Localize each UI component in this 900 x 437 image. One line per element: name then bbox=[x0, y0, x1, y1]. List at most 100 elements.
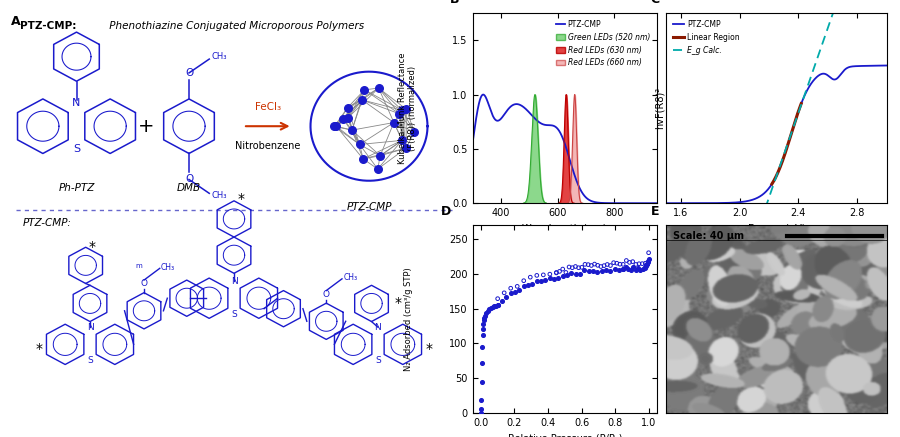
Point bbox=[474, 378, 489, 385]
Point bbox=[484, 305, 499, 312]
Point bbox=[638, 260, 652, 267]
Point bbox=[629, 261, 643, 268]
Point bbox=[395, 107, 410, 114]
Point bbox=[640, 261, 654, 268]
Point bbox=[503, 285, 517, 292]
Point bbox=[353, 141, 367, 148]
Point bbox=[626, 258, 640, 265]
Y-axis label: N₂ Adsorbed (cm³/g STP): N₂ Adsorbed (cm³/g STP) bbox=[404, 267, 413, 371]
Text: PTZ-CMP:: PTZ-CMP: bbox=[22, 218, 71, 229]
Point bbox=[581, 268, 596, 275]
Text: O: O bbox=[323, 290, 329, 298]
Point bbox=[612, 266, 626, 273]
Point bbox=[642, 255, 656, 262]
Point bbox=[632, 260, 646, 267]
Point bbox=[616, 261, 630, 268]
Text: m: m bbox=[135, 263, 142, 269]
Point bbox=[510, 283, 525, 290]
Point bbox=[491, 301, 505, 308]
Point bbox=[619, 257, 634, 264]
Point bbox=[485, 304, 500, 311]
Point bbox=[609, 260, 624, 267]
Point bbox=[613, 261, 627, 268]
Text: Scale: 40 μm: Scale: 40 μm bbox=[672, 231, 743, 241]
Point bbox=[616, 266, 631, 273]
Point bbox=[517, 282, 531, 289]
Point bbox=[635, 260, 650, 267]
Point bbox=[574, 264, 589, 271]
Point bbox=[618, 263, 633, 270]
Point bbox=[638, 264, 652, 271]
Point bbox=[641, 257, 655, 264]
Point bbox=[517, 277, 531, 284]
Point bbox=[640, 260, 654, 267]
Point bbox=[497, 289, 511, 296]
Point bbox=[616, 266, 631, 273]
Point bbox=[340, 114, 355, 121]
Point bbox=[474, 359, 489, 366]
Point bbox=[477, 315, 491, 322]
Point bbox=[553, 268, 567, 275]
Point bbox=[590, 268, 605, 275]
Point bbox=[634, 267, 648, 274]
Point bbox=[547, 275, 562, 282]
Point bbox=[489, 302, 503, 309]
Text: PTZ-CMP:: PTZ-CMP: bbox=[20, 21, 76, 31]
Point bbox=[479, 310, 493, 317]
Point bbox=[512, 286, 526, 293]
Point bbox=[608, 265, 622, 272]
Point bbox=[395, 137, 410, 144]
Legend: PTZ-CMP, Green LEDs (520 nm), Red LEDs (630 nm), Red LEDs (660 nm): PTZ-CMP, Green LEDs (520 nm), Red LEDs (… bbox=[553, 17, 653, 70]
Point bbox=[474, 406, 489, 413]
Point bbox=[372, 84, 386, 91]
Point bbox=[564, 270, 579, 277]
Point bbox=[407, 128, 421, 135]
X-axis label: Wavelength (nm): Wavelength (nm) bbox=[523, 224, 607, 234]
Point bbox=[491, 302, 505, 309]
Point bbox=[474, 397, 489, 404]
Point bbox=[340, 104, 355, 111]
Text: CH₃: CH₃ bbox=[343, 273, 357, 282]
Point bbox=[373, 152, 387, 159]
Point bbox=[482, 306, 497, 313]
Point bbox=[481, 308, 495, 315]
Text: O: O bbox=[184, 68, 194, 78]
Text: *: * bbox=[238, 192, 244, 206]
Point bbox=[529, 278, 544, 285]
Text: Nitrobenzene: Nitrobenzene bbox=[235, 141, 301, 151]
Point bbox=[475, 343, 490, 350]
Point bbox=[503, 290, 517, 297]
Point bbox=[500, 294, 514, 301]
Point bbox=[638, 264, 652, 271]
Point bbox=[577, 267, 591, 274]
Point bbox=[476, 320, 491, 327]
Point bbox=[621, 265, 635, 272]
Point bbox=[392, 110, 407, 117]
Point bbox=[578, 261, 592, 268]
Point bbox=[475, 332, 490, 339]
Point bbox=[521, 281, 535, 288]
Point bbox=[508, 289, 522, 296]
Point bbox=[478, 312, 492, 319]
Point bbox=[473, 409, 488, 416]
Point bbox=[631, 264, 645, 271]
Point bbox=[639, 262, 653, 269]
Point bbox=[399, 145, 413, 152]
Point bbox=[590, 262, 605, 269]
Text: CH₃: CH₃ bbox=[161, 263, 176, 271]
Text: DMB: DMB bbox=[177, 183, 201, 193]
Point bbox=[622, 259, 636, 266]
Point bbox=[641, 259, 655, 266]
Point bbox=[635, 266, 650, 273]
Point bbox=[568, 263, 582, 270]
Text: N: N bbox=[230, 277, 238, 286]
Point bbox=[387, 119, 401, 126]
Point bbox=[536, 271, 551, 278]
Text: S: S bbox=[231, 310, 237, 319]
Text: D: D bbox=[441, 205, 452, 218]
Y-axis label: hvF(R8)²: hvF(R8)² bbox=[654, 87, 664, 129]
Text: S: S bbox=[87, 356, 93, 365]
Point bbox=[603, 267, 617, 274]
Point bbox=[491, 295, 505, 302]
Point bbox=[336, 115, 350, 122]
